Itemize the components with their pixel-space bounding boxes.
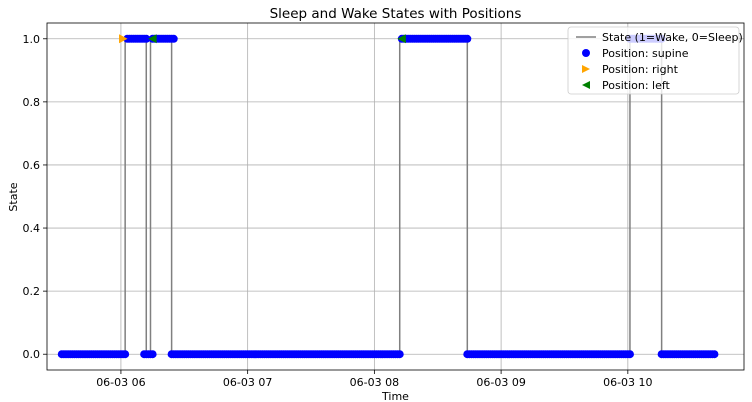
plot-frame xyxy=(46,22,745,371)
legend-box xyxy=(567,26,740,95)
legend-label-supine: Position: supine xyxy=(602,47,689,60)
y-tick-label-3: 0.6 xyxy=(23,159,41,172)
left-point-0 xyxy=(148,34,157,44)
y-tick-label-2: 0.4 xyxy=(23,222,41,235)
legend-label-right: Position: right xyxy=(602,63,679,76)
supine-point-317 xyxy=(710,350,719,359)
legend: State (1=Wake, 0=Sleep) Position: supine… xyxy=(567,26,743,95)
axes: 06-03 06 06-03 07 06-03 08 06-03 09 06-03 10… xyxy=(23,33,653,389)
legend-marker-supine xyxy=(582,49,590,57)
supine-point-56 xyxy=(169,34,178,43)
supine-point-197 xyxy=(463,34,472,43)
y-axis-title: State xyxy=(7,182,20,211)
x-tick-label-1: 06-03 07 xyxy=(223,376,272,389)
supine-point-40 xyxy=(142,34,151,43)
right-point-0 xyxy=(119,34,128,44)
position-markers xyxy=(57,34,719,359)
x-tick-label-0: 06-03 06 xyxy=(96,376,145,389)
y-tick-label-1: 0.2 xyxy=(23,285,41,298)
legend-label-left: Position: left xyxy=(602,79,671,92)
x-tick-label-3: 06-03 09 xyxy=(476,376,525,389)
supine-point-45 xyxy=(148,350,157,359)
legend-marker-left xyxy=(582,81,590,89)
y-tick-label-5: 1.0 xyxy=(23,33,41,46)
left-point-1 xyxy=(397,34,406,44)
y-tick-label-0: 0.0 xyxy=(23,348,41,361)
chart-title: Sleep and Wake States with Positions xyxy=(270,6,522,22)
supine-point-165 xyxy=(395,350,404,359)
y-tick-label-4: 0.8 xyxy=(23,96,41,109)
legend-marker-right xyxy=(582,65,590,73)
x-axis-title: Time xyxy=(381,390,409,402)
legend-label-state: State (1=Wake, 0=Sleep) xyxy=(602,31,743,44)
supine-point-275 xyxy=(625,350,634,359)
x-tick-label-4: 06-03 10 xyxy=(603,376,652,389)
supine-point-30 xyxy=(121,350,130,359)
x-tick-label-2: 06-03 08 xyxy=(350,376,399,389)
